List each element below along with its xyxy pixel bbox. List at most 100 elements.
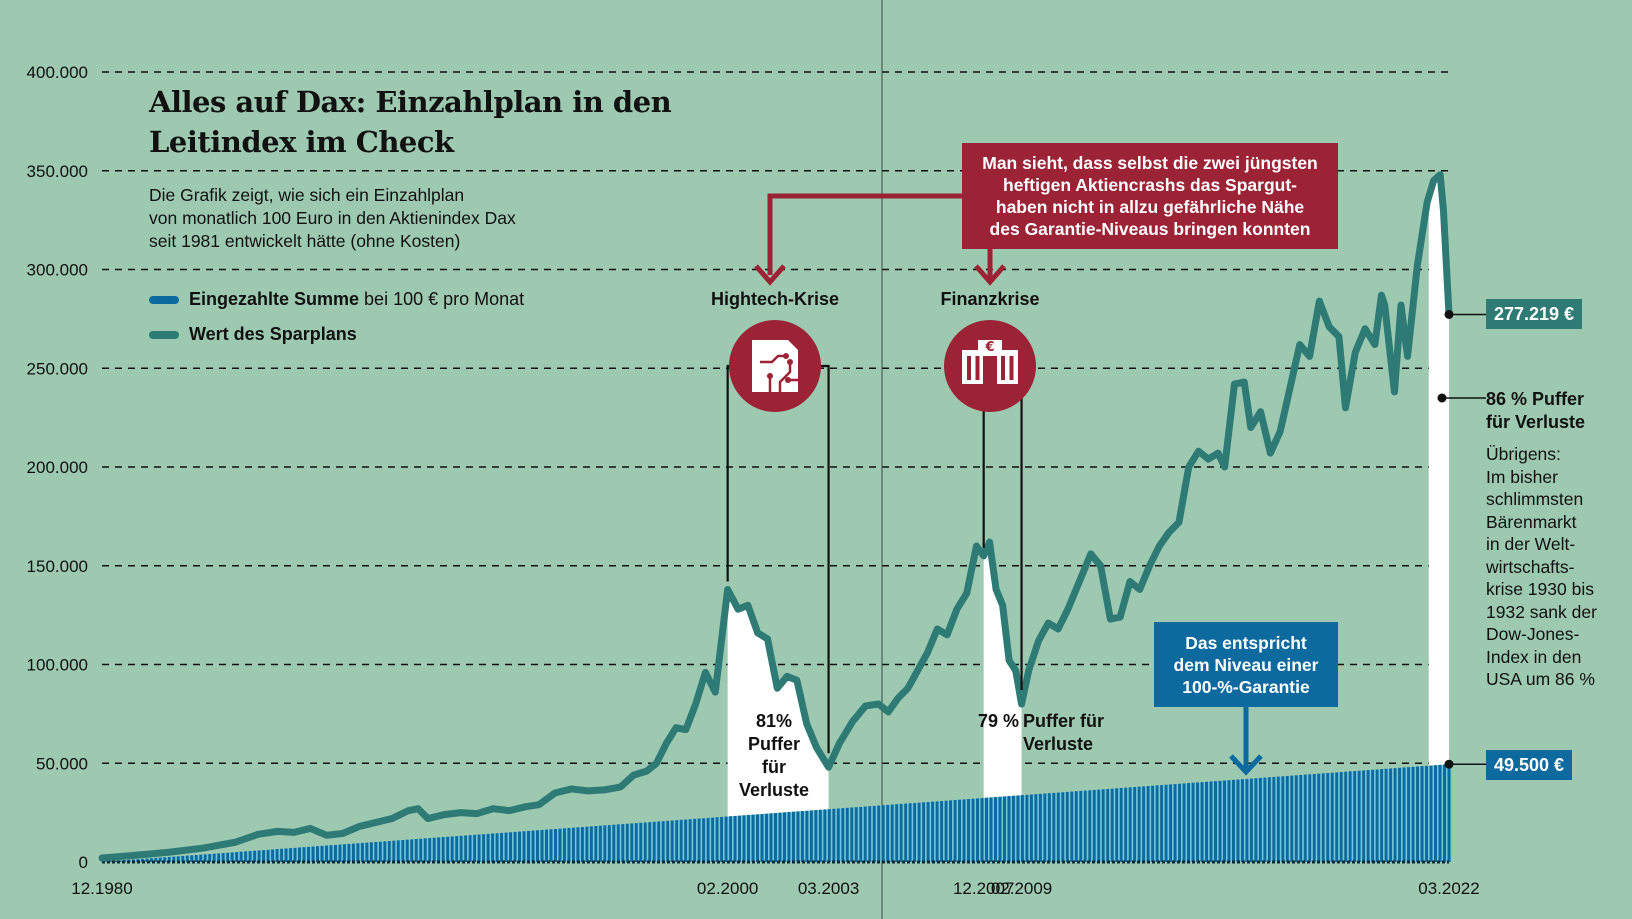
deposit-bar-gap bbox=[296, 847, 298, 862]
deposit-bar-gap bbox=[619, 824, 622, 862]
deposit-bar bbox=[877, 805, 881, 862]
deposit-bar-gap bbox=[588, 826, 590, 862]
deposit-bar bbox=[423, 838, 427, 862]
deposit-bar bbox=[1056, 792, 1060, 862]
deposit-bar-gap bbox=[170, 856, 173, 862]
deposit-bar bbox=[832, 808, 836, 862]
deposit-bar bbox=[199, 854, 203, 862]
deposit-bar-gap bbox=[161, 857, 164, 862]
deposit-bar bbox=[616, 824, 620, 862]
deposit-bar bbox=[1411, 766, 1415, 862]
deposit-bar-gap bbox=[530, 830, 532, 862]
deposit-bar-gap bbox=[862, 806, 864, 862]
x-tick-label: 02.2009 bbox=[991, 879, 1052, 898]
deposit-bar-gap bbox=[431, 838, 433, 862]
deposit-bar bbox=[320, 845, 324, 862]
chip-node bbox=[785, 377, 791, 383]
deposit-bar bbox=[1061, 792, 1065, 862]
deposit-bar bbox=[585, 826, 589, 862]
deposit-bar bbox=[158, 857, 162, 862]
deposit-bar bbox=[298, 847, 302, 862]
deposit-bar bbox=[1321, 773, 1325, 862]
deposit-bar bbox=[1218, 780, 1222, 862]
deposit-bar bbox=[325, 845, 328, 862]
deposit-bar bbox=[580, 827, 584, 862]
deposit-bar bbox=[765, 813, 769, 862]
deposit-bar-gap bbox=[637, 823, 640, 862]
buffer-label-finanzkrise: Puffer für Verluste bbox=[1023, 710, 1104, 756]
y-tick-label: 100.000 bbox=[27, 656, 88, 675]
deposit-bar-gap bbox=[1369, 770, 1372, 862]
deposit-bar bbox=[190, 855, 194, 862]
deposit-bar bbox=[868, 806, 872, 862]
deposit-bar-gap bbox=[1365, 770, 1367, 862]
deposit-bar-gap bbox=[1019, 795, 1021, 862]
deposit-bar-gap bbox=[570, 827, 572, 862]
deposit-bar-gap bbox=[247, 851, 249, 862]
deposit-bar bbox=[1236, 779, 1240, 862]
deposit-bar-gap bbox=[1257, 778, 1259, 862]
deposit-bar-gap bbox=[1149, 786, 1152, 862]
bank-window bbox=[1001, 356, 1005, 380]
deposit-bar-gap bbox=[1311, 774, 1313, 862]
deposit-bar bbox=[1002, 796, 1006, 862]
deposit-bar-gap bbox=[691, 819, 694, 862]
deposit-bar-gap bbox=[741, 815, 743, 862]
deposit-bar bbox=[473, 834, 477, 862]
deposit-bar-gap bbox=[651, 822, 653, 862]
deposit-bar bbox=[809, 810, 813, 862]
deposit-bar bbox=[1011, 795, 1015, 862]
deposit-bar-gap bbox=[1163, 785, 1165, 862]
deposit-bar bbox=[356, 843, 360, 862]
buffer-line: für bbox=[762, 757, 786, 777]
deposit-bar-gap bbox=[345, 844, 348, 862]
arrowhead-deposits bbox=[1229, 754, 1263, 776]
deposit-bar-gap bbox=[745, 815, 747, 862]
deposit-bar bbox=[827, 809, 831, 862]
deposit-bar bbox=[976, 798, 980, 862]
deposit-bar-gap bbox=[597, 826, 599, 862]
deposit-bar bbox=[1429, 765, 1433, 862]
deposit-bar bbox=[468, 835, 472, 862]
deposit-bar-gap bbox=[1320, 773, 1322, 862]
deposit-bar bbox=[1326, 773, 1330, 862]
deposit-bar-gap bbox=[633, 823, 635, 862]
deposit-bar bbox=[1434, 765, 1438, 862]
deposit-bar bbox=[1420, 766, 1424, 862]
deposit-bar-gap bbox=[399, 840, 402, 862]
deposit-bar-gap bbox=[1270, 777, 1273, 862]
deposit-bars bbox=[100, 764, 1452, 864]
deposit-bar bbox=[796, 811, 800, 862]
deposit-bar bbox=[841, 808, 845, 862]
deposit-bar bbox=[1375, 769, 1379, 862]
deposit-bar-gap bbox=[1392, 768, 1394, 862]
deposit-bar-gap bbox=[1266, 777, 1268, 862]
deposit-bar bbox=[836, 808, 840, 862]
deposit-bar-gap bbox=[494, 833, 496, 862]
deposit-bar bbox=[926, 801, 930, 862]
deposit-bar-gap bbox=[471, 835, 474, 862]
deposit-bar bbox=[1398, 767, 1402, 862]
deposit-bar-gap bbox=[1136, 787, 1138, 862]
deposit-bar bbox=[603, 825, 607, 862]
end-value-tag: 277.219 € bbox=[1486, 299, 1583, 329]
deposit-bar-gap bbox=[1333, 772, 1336, 862]
deposit-bar-gap bbox=[992, 797, 994, 862]
deposit-bar-gap bbox=[1248, 778, 1250, 862]
deposit-bar bbox=[1348, 771, 1352, 862]
deposit-bar-gap bbox=[422, 838, 424, 862]
deposit-bar bbox=[1182, 783, 1186, 862]
deposit-bar bbox=[441, 837, 445, 862]
deposit-bar-gap bbox=[1279, 776, 1282, 862]
deposit-bar-gap bbox=[579, 827, 581, 862]
deposit-bar bbox=[1294, 775, 1298, 862]
deposit-bar bbox=[621, 824, 625, 862]
deposit-bar-gap bbox=[1190, 783, 1192, 862]
deposit-bar-gap bbox=[732, 816, 734, 862]
deposit-bar bbox=[967, 799, 971, 862]
deposit-bar bbox=[342, 844, 346, 862]
deposit-bar-gap bbox=[341, 844, 343, 862]
deposit-bar-gap bbox=[1010, 796, 1012, 862]
y-tick-label: 0 bbox=[79, 853, 88, 872]
deposit-bar bbox=[522, 831, 526, 862]
